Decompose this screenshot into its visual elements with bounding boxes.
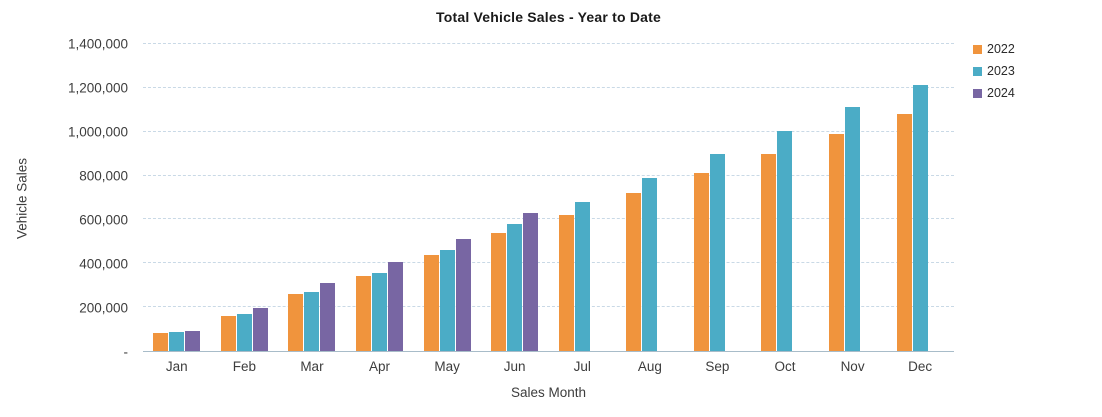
bar-2022-aug <box>626 193 642 351</box>
bar-2024-jun <box>523 212 539 351</box>
bar-2022-oct <box>761 153 777 351</box>
bar-2023-apr <box>372 273 388 351</box>
gridline-400000 <box>143 262 954 264</box>
plot-area <box>143 43 954 352</box>
y-tick-label: 400,000 <box>79 256 128 272</box>
bar-group-dec <box>886 44 954 351</box>
bar-group-sep <box>684 44 752 351</box>
y-tick-label: 1,400,000 <box>67 36 128 52</box>
x-label-jan: Jan <box>165 359 188 374</box>
bar-group-feb <box>211 44 279 351</box>
bar-group-may <box>413 44 481 351</box>
legend-swatch-icon <box>973 44 982 54</box>
gridline-200000 <box>143 306 954 308</box>
bar-group-jan <box>143 44 211 351</box>
bar-2023-dec <box>912 84 928 351</box>
bar-2022-dec <box>896 114 912 351</box>
bar-2022-may <box>423 254 439 351</box>
legend-swatch-icon <box>973 66 982 76</box>
gridline-800000 <box>143 174 954 176</box>
bar-group-oct <box>751 44 819 351</box>
bar-2022-jun <box>491 232 507 351</box>
bar-2023-feb <box>236 313 252 351</box>
gridline-1400000 <box>143 43 954 44</box>
legend-swatch-icon <box>973 88 982 98</box>
y-tick-label: 1,200,000 <box>67 80 128 96</box>
x-label-dec: Dec <box>908 359 933 374</box>
bar-group-jul <box>548 44 616 351</box>
bar-group-apr <box>346 44 414 351</box>
bar-2024-mar <box>320 283 336 351</box>
bar-2022-apr <box>356 276 372 351</box>
bar-2022-nov <box>829 133 845 351</box>
x-label-may: May <box>434 359 460 374</box>
bar-2022-mar <box>288 294 304 351</box>
bar-2023-jun <box>507 223 523 351</box>
legend-item-2022: 2022 <box>973 38 1015 60</box>
x-label-feb: Feb <box>232 359 256 374</box>
bar-group-jun <box>481 44 549 351</box>
bar-2023-may <box>439 250 455 351</box>
y-tick-label: 200,000 <box>79 300 128 316</box>
legend-item-2024: 2024 <box>973 82 1015 104</box>
x-label-sep: Sep <box>705 359 730 374</box>
bar-2024-jan <box>185 331 201 351</box>
y-tick-label: 800,000 <box>79 168 128 184</box>
legend-item-2023: 2023 <box>973 60 1015 82</box>
bar-2024-feb <box>252 308 268 351</box>
gridline-1000000 <box>143 130 954 132</box>
bar-2023-aug <box>642 177 658 351</box>
chart-title: Total Vehicle Sales - Year to Date <box>436 9 661 25</box>
bar-2024-may <box>455 239 471 351</box>
x-label-nov: Nov <box>840 359 865 374</box>
legend-label: 2023 <box>987 64 1015 78</box>
bar-2023-mar <box>304 291 320 351</box>
bar-2022-jan <box>153 333 169 351</box>
y-tick-label: - <box>123 344 129 360</box>
x-label-apr: Apr <box>369 359 391 374</box>
bar-2022-sep <box>693 173 709 351</box>
bar-2022-feb <box>220 315 236 351</box>
gridline-1200000 <box>143 86 954 88</box>
x-label-aug: Aug <box>637 359 662 374</box>
x-label-mar: Mar <box>300 359 324 374</box>
legend-label: 2024 <box>987 86 1015 100</box>
bar-2023-jan <box>169 332 185 351</box>
bar-2024-apr <box>388 262 404 351</box>
bar-group-nov <box>819 44 887 351</box>
y-axis-ticks: - 200,000 400,000 600,000 800,000 1,000,000 1,… <box>0 37 128 360</box>
x-label-oct: Oct <box>774 359 796 374</box>
bar-2023-nov <box>845 106 861 351</box>
gridline-600000 <box>143 218 954 220</box>
bar-2023-oct <box>777 130 793 351</box>
legend: 2022 2023 2024 <box>973 38 1015 104</box>
bar-2023-sep <box>709 153 725 351</box>
bar-2022-jul <box>558 215 574 351</box>
bar-group-mar <box>278 44 346 351</box>
x-axis-title: Sales Month <box>510 385 587 400</box>
y-tick-label: 1,000,000 <box>67 124 128 140</box>
bar-group-aug <box>616 44 684 351</box>
x-axis-labels: Jan Feb Mar Apr May Jun Jul Aug Sep Oct Nov Dec <box>143 359 954 374</box>
x-label-jul: Jul <box>573 359 591 374</box>
legend-label: 2022 <box>987 42 1015 56</box>
x-label-jun: Jun <box>503 359 526 374</box>
bar-2023-jul <box>574 201 590 351</box>
bar-groups <box>143 44 954 351</box>
y-tick-label: 600,000 <box>79 212 128 228</box>
